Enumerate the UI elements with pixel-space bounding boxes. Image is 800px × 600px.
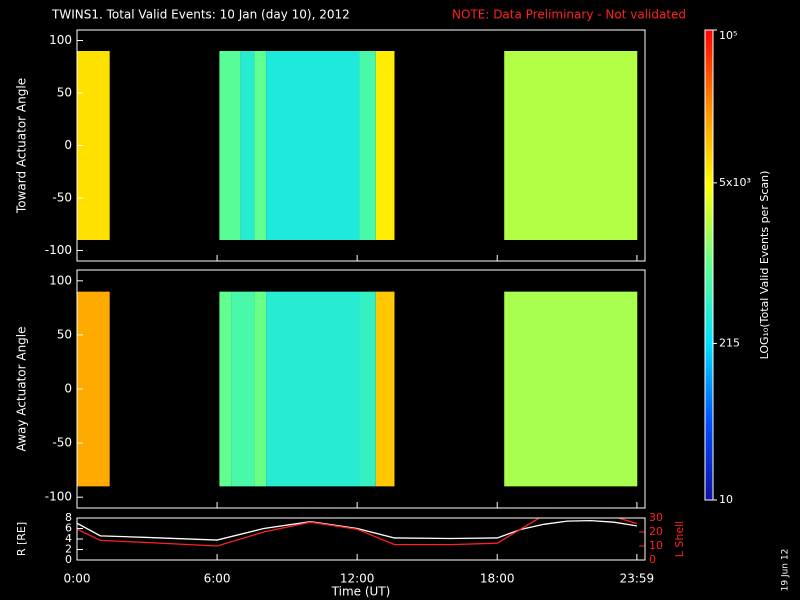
heatmap-cell [254, 291, 267, 487]
x-tick-label: 23:59 [620, 572, 655, 586]
x-axis-label: Time (UT) [331, 585, 391, 599]
heatmap-cell [219, 291, 232, 487]
y-tick-label: 4 [65, 532, 72, 545]
y-axis-label: Away Actuator Angle [15, 326, 29, 451]
y-axis-label: R [RE] [15, 522, 28, 556]
heatmap-cell [375, 291, 395, 487]
heatmap-cell [254, 51, 267, 240]
chart-title: TWINS1. Total Valid Events: 10 Jan (day … [51, 8, 350, 22]
heatmap-cell [504, 51, 638, 240]
panel-frame [76, 517, 646, 561]
y2-tick-label: 0 [649, 553, 656, 566]
y-tick-label: -100 [45, 243, 72, 257]
heatmap-cell [240, 51, 255, 240]
y-tick-label: 100 [49, 33, 72, 47]
heatmap-cell [359, 51, 376, 240]
colorbar-tick-label: 10⁵ [719, 29, 737, 42]
x-tick-label: 12:00 [340, 572, 375, 586]
y2-tick-label: 10 [649, 539, 663, 552]
plot-area [77, 518, 638, 547]
y-tick-label: 100 [49, 273, 72, 287]
colorbar [704, 29, 714, 501]
footer: 19 Jun 12 [781, 549, 791, 592]
line-series [77, 518, 638, 547]
heatmap-cell [266, 291, 360, 487]
x-tick-label: 18:00 [480, 572, 515, 586]
line-series [77, 519, 638, 541]
colorbar-tick-label: 10 [719, 493, 733, 506]
heatmap-cell [359, 291, 376, 487]
heatmap-cell [266, 51, 360, 240]
heatmap-cell [231, 291, 255, 487]
y-tick-label: 2 [65, 543, 72, 556]
y-axis-label: Toward Actuator Angle [15, 78, 29, 214]
y-tick-label: 0 [64, 138, 72, 152]
colorbar-tick-label: 215 [719, 336, 740, 349]
note: NOTE: Data Preliminary - Not validated [452, 8, 686, 22]
y2-tick-label: 20 [649, 525, 663, 538]
y-tick-label: 8 [65, 511, 72, 524]
y2-axis-label: L Shell [673, 521, 686, 557]
y-tick-label: 50 [57, 86, 72, 100]
y2-tick-label: 30 [649, 511, 663, 524]
y-tick-label: -50 [52, 191, 72, 205]
x-tick-label: 0:00 [64, 572, 91, 586]
y-tick-label: 6 [65, 522, 72, 535]
heatmap-cell [504, 291, 638, 487]
colorbar-label: LOG₁₀(Total Valid Events per Scan) [758, 171, 771, 360]
y-tick-label: 0 [65, 553, 72, 566]
y-tick-label: 50 [57, 327, 72, 341]
colorbar-tick-label: 5x10³ [719, 176, 751, 189]
x-tick-label: 6:00 [204, 572, 231, 586]
y-tick-label: 0 [64, 382, 72, 396]
y-tick-label: -100 [45, 490, 72, 504]
heatmap-cell [375, 51, 395, 240]
heatmap-cell [219, 51, 241, 240]
y-tick-label: -50 [52, 436, 72, 450]
